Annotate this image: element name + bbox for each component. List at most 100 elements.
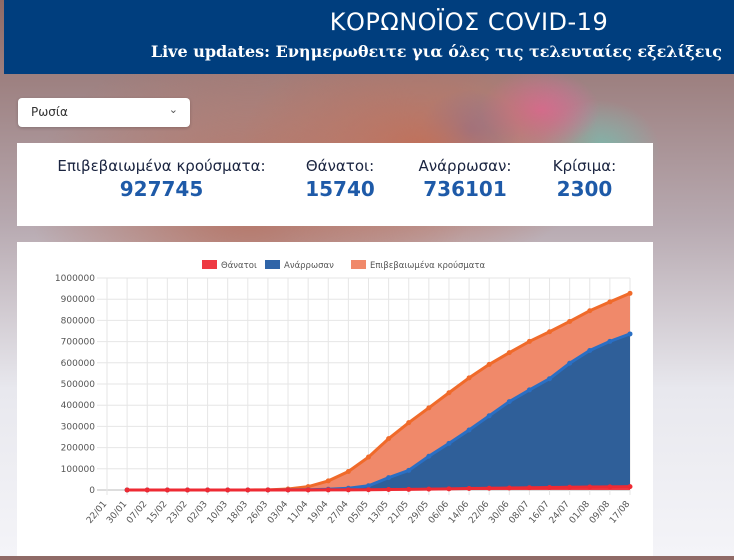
legend-swatch	[351, 260, 366, 269]
x-tick-label: 30/06	[487, 499, 512, 526]
x-tick-label: 03/04	[266, 499, 291, 526]
y-tick-label: 100000	[61, 465, 96, 475]
stat-deaths: Θάνατοι: 15740	[295, 157, 385, 201]
x-tick-label: 05/05	[346, 500, 370, 526]
x-tick-label: 02/03	[186, 500, 210, 526]
data-point	[205, 487, 211, 493]
stat-confirmed: Επιβεβαιωμένα κρούσματα: 927745	[49, 157, 274, 201]
legend-label: Θάνατοι	[221, 261, 257, 271]
data-point	[446, 486, 452, 492]
data-point	[587, 308, 593, 314]
data-point	[607, 299, 613, 305]
data-point	[144, 487, 150, 493]
data-point	[506, 485, 512, 491]
x-tick-label: 14/06	[447, 499, 472, 526]
data-point	[426, 486, 432, 492]
stat-label: Θάνατοι:	[305, 157, 375, 175]
data-point	[406, 420, 412, 426]
stat-label: Επιβεβαιωμένα κρούσματα:	[57, 157, 266, 175]
stat-label: Κρίσιμα:	[552, 157, 617, 175]
y-tick-label: 300000	[61, 422, 96, 432]
chart-panel: 0 100000 200000 300000 400000 500000 600000 700…	[17, 242, 653, 556]
data-point	[366, 483, 371, 489]
x-tick-label: 23/02	[165, 500, 189, 526]
country-select-value: Ρωσία	[31, 105, 68, 119]
data-point	[446, 390, 452, 396]
x-tick-label: 29/05	[407, 500, 431, 526]
stat-critical: Κρίσιμα: 2300	[542, 157, 627, 201]
x-tick-label: 08/07	[507, 500, 531, 526]
data-point	[225, 487, 231, 493]
data-point	[526, 338, 532, 344]
data-point	[466, 427, 472, 433]
data-point	[486, 361, 492, 367]
stats-panel: Επιβεβαιωμένα κρούσματα: 927745 Θάνατοι:…	[17, 143, 653, 226]
stat-label: Ανάρρωσαν:	[418, 157, 512, 175]
data-point	[345, 469, 351, 475]
data-point	[587, 348, 593, 354]
data-point	[124, 487, 130, 493]
data-point	[547, 484, 553, 490]
data-point	[567, 484, 573, 490]
line-deaths	[127, 485, 631, 492]
data-point	[325, 487, 331, 493]
data-point	[245, 487, 251, 493]
x-tick-label: 09/08	[588, 499, 613, 526]
x-tick-label: 22/06	[467, 499, 492, 526]
legend-swatch	[202, 260, 217, 269]
data-point	[547, 329, 553, 335]
y-tick-label: 200000	[61, 444, 96, 454]
y-tick-label: 800000	[61, 316, 96, 326]
data-point	[446, 440, 452, 446]
data-point	[325, 478, 331, 484]
data-point	[486, 413, 492, 419]
data-point	[607, 338, 613, 344]
legend-label: Ανάρρωσαν	[284, 261, 334, 271]
y-tick-label: 400000	[61, 401, 96, 411]
x-tick-label: 17/08	[608, 499, 633, 526]
x-tick-label: 22/01	[85, 500, 109, 526]
area-recovered	[127, 333, 630, 490]
x-tick-label: 16/07	[528, 500, 552, 526]
data-point	[506, 399, 512, 405]
data-point	[285, 487, 291, 493]
data-point	[607, 484, 613, 490]
data-point	[627, 331, 633, 337]
data-point	[547, 376, 553, 382]
data-point	[466, 486, 472, 492]
data-point	[366, 487, 371, 493]
x-tick-label: 01/08	[568, 499, 593, 526]
x-tick-label: 19/04	[306, 499, 331, 526]
x-tick-label: 18/03	[226, 500, 250, 526]
data-point	[526, 387, 532, 393]
data-point	[164, 487, 170, 493]
data-point	[184, 487, 190, 493]
data-point	[567, 360, 573, 366]
data-point	[627, 484, 633, 490]
country-select[interactable]: Ρωσία ⌄	[18, 98, 190, 127]
data-point	[406, 467, 412, 473]
x-tick-label: 21/05	[387, 500, 411, 526]
stat-value: 15740	[305, 177, 375, 201]
data-point	[345, 487, 351, 493]
data-point	[386, 475, 392, 481]
page-subtitle: Live updates: Ενημερωθειτε για όλες τις …	[150, 42, 722, 61]
data-point	[466, 375, 472, 381]
data-point	[265, 487, 271, 493]
stat-recovered: Ανάρρωσαν: 736101	[405, 157, 525, 201]
y-tick-label: 1000000	[55, 274, 95, 284]
data-point	[506, 350, 512, 356]
data-point	[526, 485, 532, 491]
data-point	[406, 486, 412, 492]
x-tick-label: 10/03	[206, 500, 230, 526]
header-banner: ΚΟΡΩΝΟΪΟΣ COVID-19 Live updates: Ενημερω…	[4, 0, 734, 74]
y-tick-label: 900000	[61, 295, 96, 305]
page-title: ΚΟΡΩΝΟΪΟΣ COVID-19	[329, 8, 609, 36]
data-point	[486, 485, 492, 491]
x-tick-label: 24/07	[548, 500, 572, 526]
stat-value: 927745	[119, 177, 204, 201]
chevron-down-icon: ⌄	[168, 103, 178, 116]
y-tick-label: 600000	[61, 359, 96, 369]
data-point	[386, 487, 392, 493]
covid-chart: 0 100000 200000 300000 400000 500000 600000 700…	[55, 260, 633, 526]
